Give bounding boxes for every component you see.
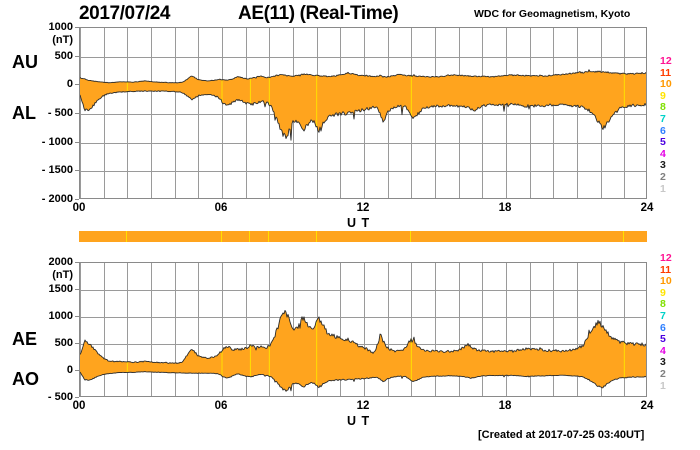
legend-entry-5: 5	[660, 136, 666, 149]
x-tick-label: 18	[498, 400, 512, 412]
y-tick-mark	[75, 370, 79, 371]
series-label-ae: AE	[12, 329, 38, 349]
y-tick-label: 1000	[48, 21, 73, 33]
x-tick-label: 24	[640, 400, 654, 412]
legend-entry-9: 9	[660, 89, 666, 102]
credit-label: WDC for Geomagnetism, Kyoto	[474, 8, 631, 20]
y-tick-mark	[75, 199, 79, 200]
ae-ao-panel-canvas	[80, 263, 646, 396]
legend-entry-12: 12	[660, 55, 672, 67]
y-tick-label: 1500	[48, 283, 73, 295]
y-tick-label: 500	[54, 49, 73, 62]
station-count-legend-bottom: 12 11 10 9 8 7 6 5 4 3 2 1	[660, 252, 684, 392]
legend-entry-11: 11	[660, 263, 672, 276]
legend-entry-1: 1	[660, 379, 666, 392]
x-tick-label: 12	[356, 400, 370, 412]
legend-entry-1: 1	[660, 182, 666, 195]
availability-segment	[79, 231, 647, 242]
legend-entry-6: 6	[660, 321, 666, 334]
availability-separator	[249, 231, 250, 242]
x-axis-title: U T	[347, 414, 371, 428]
y-tick-label: 500	[54, 337, 73, 349]
y-tick-label: - 500	[47, 391, 73, 403]
availability-separator	[316, 231, 317, 242]
grid-lines	[80, 28, 646, 198]
y-tick-mark	[75, 289, 79, 290]
y-tick-mark	[75, 27, 79, 28]
y-tick-label: 0	[66, 78, 73, 91]
legend-entry-6: 6	[660, 124, 666, 137]
legend-entry-7: 7	[660, 112, 666, 125]
x-tick-label: 00	[72, 400, 86, 412]
data-gap-markers	[126, 73, 625, 127]
y-tick-label: - 500	[47, 107, 73, 119]
ae-ao-plot-area	[79, 262, 647, 397]
y-tick-label: 2000	[48, 256, 73, 268]
availability-separator	[410, 231, 411, 242]
page-title-index: AE(11) (Real-Time)	[238, 3, 399, 24]
x-tick-label: 06	[214, 400, 228, 412]
page-title-date: 2017/07/24	[79, 3, 171, 24]
y-tick-mark	[75, 56, 79, 57]
legend-entry-2: 2	[660, 170, 666, 183]
x-axis-title: U T	[347, 216, 371, 230]
availability-separator	[268, 231, 269, 242]
created-timestamp: [Created at 2017-07-25 03:40UT]	[478, 429, 645, 441]
y-tick-mark	[75, 84, 79, 85]
availability-separator	[126, 231, 127, 242]
au-al-plot-area	[79, 27, 647, 199]
y-tick-label: - 2000	[41, 193, 73, 205]
y-tick-label: 1000	[48, 310, 73, 322]
x-tick-label: 18	[498, 202, 512, 214]
au-al-panel-AL-trace	[80, 90, 646, 141]
y-tick-mark	[75, 262, 79, 263]
legend-entry-7: 7	[660, 309, 666, 322]
y-tick-mark	[75, 397, 79, 398]
legend-entry-10: 10	[660, 275, 672, 288]
station-availability-bar	[79, 231, 647, 242]
au-al-panel-AU-trace	[80, 69, 646, 84]
x-tick-label: 00	[72, 202, 86, 214]
legend-entry-5: 5	[660, 333, 666, 346]
au-al-panel-filled-band	[80, 69, 646, 141]
y-tick-mark	[75, 170, 79, 171]
series-label-au: AU	[12, 52, 38, 72]
y-tick-mark	[75, 316, 79, 317]
legend-entry-10: 10	[660, 78, 672, 91]
legend-entry-11: 11	[660, 66, 672, 79]
ae-ao-panel-AO-trace	[80, 371, 646, 392]
ae-ao-panel-AE-trace	[80, 309, 646, 364]
legend-entry-4: 4	[660, 147, 666, 160]
station-count-legend-top: 12 11 10 9 8 7 6 5 4 3 2 1	[660, 55, 684, 195]
y-axis-unit: (nT)	[52, 269, 73, 281]
y-axis-unit: (nT)	[52, 34, 73, 46]
x-tick-label: 12	[356, 202, 370, 214]
legend-entry-8: 8	[660, 101, 666, 114]
series-label-al: AL	[12, 103, 36, 123]
availability-separator	[623, 231, 624, 242]
au-al-panel-canvas	[80, 28, 646, 198]
legend-entry-4: 4	[660, 344, 666, 357]
x-tick-label: 24	[640, 202, 654, 214]
legend-entry-8: 8	[660, 298, 666, 311]
data-gap-markers	[126, 319, 625, 386]
legend-entry-12: 12	[660, 252, 672, 264]
legend-entry-2: 2	[660, 367, 666, 380]
y-tick-mark	[75, 113, 79, 114]
series-label-ao: AO	[12, 369, 39, 389]
availability-separator	[221, 231, 222, 242]
y-tick-label: 0	[66, 364, 73, 376]
legend-entry-3: 3	[660, 159, 666, 172]
x-tick-label: 06	[214, 202, 228, 214]
y-tick-mark	[75, 343, 79, 344]
y-tick-label: - 1000	[41, 135, 73, 148]
legend-entry-3: 3	[660, 356, 666, 369]
legend-entry-9: 9	[660, 286, 666, 299]
y-tick-label: - 1500	[41, 164, 73, 177]
y-tick-mark	[75, 142, 79, 143]
